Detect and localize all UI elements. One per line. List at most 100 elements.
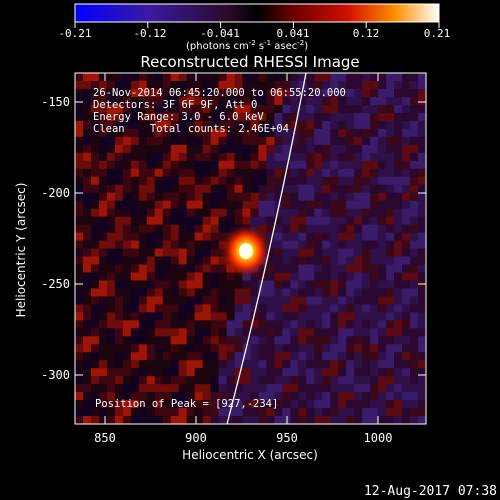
image-pixel	[242, 192, 251, 201]
image-pixel	[170, 216, 180, 225]
image-pixel	[242, 384, 251, 393]
image-pixel	[162, 392, 172, 401]
image-pixel	[226, 392, 235, 401]
image-pixel	[330, 368, 339, 377]
image-pixel	[226, 112, 235, 122]
image-pixel	[114, 400, 124, 409]
image-pixel	[354, 184, 363, 193]
image-pixel	[242, 144, 251, 154]
image-pixel	[146, 336, 156, 345]
image-pixel	[202, 264, 211, 273]
image-pixel	[362, 104, 371, 114]
image-pixel	[154, 192, 164, 201]
image-pixel	[410, 208, 419, 217]
image-pixel	[234, 408, 243, 417]
image-pixel	[82, 160, 92, 170]
image-pixel	[338, 112, 347, 122]
image-pixel	[210, 73, 219, 82]
image-pixel	[98, 304, 108, 313]
image-pixel	[250, 280, 259, 289]
image-pixel	[314, 368, 323, 377]
image-pixel	[194, 168, 203, 178]
image-pixel	[170, 272, 180, 281]
plot-frame	[74, 72, 427, 425]
image-pixel	[234, 136, 243, 146]
image-pixel	[202, 344, 211, 353]
image-pixel	[194, 176, 203, 185]
image-pixel	[354, 376, 363, 385]
image-pixel	[298, 208, 307, 217]
image-pixel	[82, 176, 92, 185]
image-pixel	[402, 360, 411, 369]
image-pixel	[362, 368, 371, 377]
image-pixel	[322, 376, 331, 385]
image-pixel	[122, 88, 132, 98]
image-pixel	[322, 408, 331, 417]
image-pixel	[242, 280, 251, 289]
image-pixel	[298, 296, 307, 305]
image-pixel	[218, 232, 227, 241]
image-pixel	[106, 184, 116, 193]
image-pixel	[138, 104, 148, 114]
colorbar-tick-label: 0.12	[353, 27, 380, 40]
image-pixel	[386, 392, 395, 401]
image-pixel	[410, 112, 419, 122]
image-pixel	[298, 224, 307, 233]
image-pixel	[194, 104, 203, 114]
image-pixel	[114, 296, 124, 305]
image-pixel	[346, 216, 355, 225]
image-pixel	[282, 288, 291, 297]
image-pixel	[290, 73, 299, 82]
image-pixel	[386, 232, 395, 241]
image-pixel	[114, 200, 124, 209]
image-pixel	[298, 112, 307, 122]
image-pixel	[258, 192, 267, 201]
image-pixel	[378, 328, 387, 337]
image-pixel	[386, 88, 395, 98]
image-pixel	[106, 104, 116, 114]
image-pixel	[330, 336, 339, 345]
image-pixel	[330, 400, 339, 409]
image-pixel	[402, 400, 411, 409]
image-pixel	[322, 384, 331, 393]
image-pixel	[402, 120, 411, 130]
image-pixel	[402, 296, 411, 305]
image-pixel	[226, 192, 235, 201]
image-pixel	[410, 312, 419, 321]
image-pixel	[378, 408, 387, 417]
image-pixel	[202, 336, 211, 345]
image-pixel	[402, 320, 411, 329]
image-pixel	[186, 144, 195, 154]
image-pixel	[346, 232, 355, 241]
image-pixel	[210, 192, 219, 201]
image-pixel	[290, 240, 299, 249]
image-pixel	[298, 176, 307, 185]
image-pixel	[202, 80, 211, 90]
image-pixel	[218, 120, 227, 130]
image-pixel	[410, 73, 419, 82]
image-pixel	[218, 136, 227, 146]
image-pixel	[154, 168, 164, 178]
image-pixel	[90, 168, 100, 178]
image-pixel	[90, 256, 100, 265]
image-pixel	[418, 336, 426, 345]
image-pixel	[218, 384, 227, 393]
image-pixel	[170, 296, 180, 305]
image-pixel	[82, 248, 92, 257]
image-pixel	[314, 408, 323, 417]
image-pixel	[114, 272, 124, 281]
image-pixel	[154, 160, 164, 170]
image-pixel	[98, 264, 108, 273]
image-pixel	[210, 128, 219, 138]
image-pixel	[386, 288, 395, 297]
image-pixel	[98, 96, 108, 106]
image-pixel	[394, 240, 403, 249]
image-pixel	[218, 312, 227, 321]
image-pixel	[186, 400, 195, 409]
image-pixel	[306, 168, 315, 178]
image-pixel	[98, 200, 108, 209]
image-pixel	[314, 80, 323, 90]
image-pixel	[210, 320, 219, 329]
image-pixel	[282, 256, 291, 265]
image-pixel	[258, 288, 267, 297]
